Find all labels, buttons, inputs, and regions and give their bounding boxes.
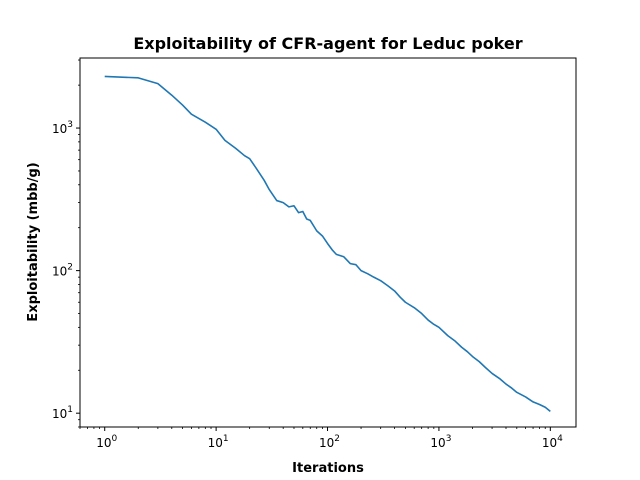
plot-frame (79, 57, 577, 428)
y-tick-label: 101 (52, 405, 73, 421)
chart-title: Exploitability of CFR-agent for Leduc po… (133, 34, 522, 53)
y-axis: 101 102 103 (52, 59, 80, 428)
x-axis: 100 101 102 103 104 (79, 427, 563, 450)
y-axis-label: Exploitability (mbb/g) (26, 162, 41, 321)
y-tick-label: 102 (52, 263, 73, 279)
x-tick-label: 102 (319, 434, 340, 450)
y-tick-label: 103 (52, 120, 73, 136)
x-tick-label: 104 (542, 434, 563, 450)
series-line (104, 75, 551, 412)
x-tick-label: 103 (430, 434, 451, 450)
x-tick-label: 100 (96, 434, 117, 450)
plot-area (104, 75, 551, 412)
x-axis-label: Iterations (292, 461, 364, 476)
x-tick-label: 101 (208, 434, 229, 450)
